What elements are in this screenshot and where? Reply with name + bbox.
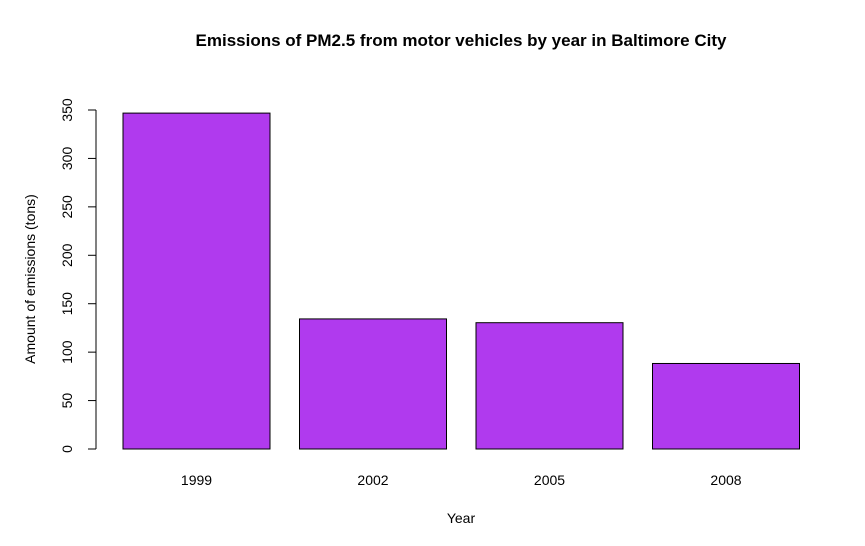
y-tick-label: 100	[59, 340, 75, 364]
y-tick-label: 300	[59, 147, 75, 171]
bars	[122, 112, 800, 450]
y-tick-label: 0	[59, 445, 75, 453]
y-tick-label: 250	[59, 195, 75, 219]
bar-2002	[299, 318, 447, 450]
bar-2005	[475, 322, 624, 450]
x-tick-labels: 1999 2002 2005 2008	[181, 472, 742, 488]
y-tick-label: 350	[59, 98, 75, 122]
x-tick-label-2008: 2008	[710, 472, 741, 488]
bar-1999	[122, 112, 271, 450]
x-tick-label-1999: 1999	[181, 472, 212, 488]
chart-title: Emissions of PM2.5 from motor vehicles b…	[196, 31, 727, 50]
y-axis-label: Amount of emissions (tons)	[22, 194, 38, 364]
y-tick-label: 200	[59, 243, 75, 267]
y-tick-label: 150	[59, 292, 75, 316]
y-axis: 0 50 100 150 200 250 300 350	[59, 98, 97, 453]
x-tick-label-2005: 2005	[534, 472, 565, 488]
y-ticks: 0 50 100 150 200 250 300 350	[59, 98, 96, 453]
y-tick-label: 50	[59, 393, 75, 409]
x-tick-label-2002: 2002	[357, 472, 388, 488]
bar-2008	[652, 362, 800, 450]
x-axis-label: Year	[447, 510, 476, 526]
